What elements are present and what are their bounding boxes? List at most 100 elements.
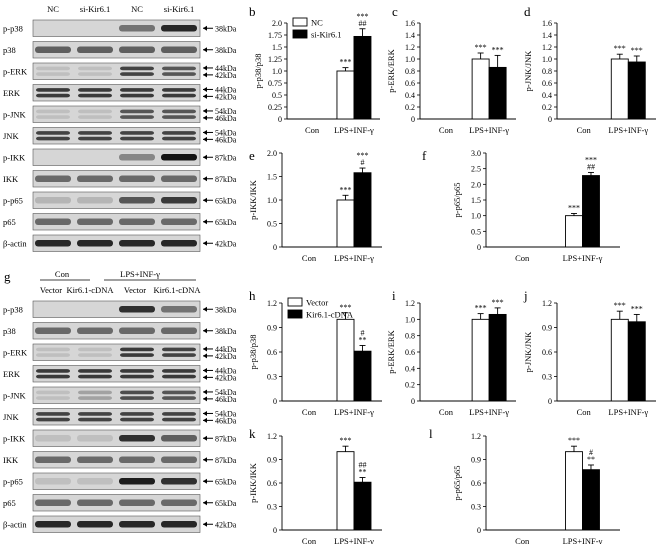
y-tick-label: 0.4 [405, 364, 415, 373]
blot-band [77, 520, 113, 528]
blot-band [119, 175, 155, 183]
y-axis-label: p-ERK/ERK [386, 329, 396, 373]
y-tick-label: 1.2 [405, 299, 415, 308]
significance-label: *** [356, 12, 368, 21]
blot-band [120, 396, 154, 400]
marker-arrowhead [203, 154, 207, 160]
blot-band [35, 175, 71, 183]
kda-marker-label: 87kDa [215, 175, 237, 184]
y-tick-label: 0.5 [272, 91, 282, 100]
bar [582, 469, 600, 531]
y-tick-label: 0.9 [471, 456, 481, 465]
blot-band [161, 24, 197, 32]
significance-label: # [361, 328, 365, 337]
significance-label: *** [568, 436, 580, 445]
kda-marker-label: 54kDa [215, 107, 237, 116]
kda-marker-label: 44kDa [215, 366, 237, 375]
significance-label: # [361, 158, 365, 167]
blot-band [161, 239, 197, 247]
blot-band [161, 499, 197, 507]
blot-band [120, 374, 154, 379]
x-category-label: LPS+INF-γ [469, 407, 509, 417]
kda-marker-label: 65kDa [215, 196, 237, 205]
y-tick-label: 1.5 [267, 173, 277, 182]
blot-strip [32, 213, 201, 231]
bar [336, 318, 355, 402]
blot-band [161, 477, 197, 485]
western-blot-panel-g: g Con LPS+INF-γ Vector Kir6.1-cDNA Vector Kir6… [3, 269, 237, 533]
y-tick-label: 1.0 [272, 67, 282, 76]
blot-band [35, 456, 71, 464]
kda-marker-label: 42kDa [215, 373, 237, 382]
blot-band [36, 347, 70, 352]
marker-arrowhead [203, 328, 207, 334]
significance-label: *** [339, 58, 351, 67]
chart-j: j 0 0.3 0.6 0.9 1.2 p-JNK/JNK Con LPS+INF-γ *** **… [523, 288, 656, 417]
y-tick-label: 1.6 [405, 19, 415, 28]
bar [353, 35, 372, 120]
marker-arrowhead [203, 374, 207, 380]
y-tick-label: 2.0 [272, 19, 282, 28]
blot-band [119, 520, 155, 528]
marker-arrowhead [203, 435, 207, 441]
blot-label: p-p65 [3, 195, 23, 205]
blot-strip [32, 408, 201, 426]
lane-label: NC [131, 4, 143, 14]
blot-label: β-actin [3, 238, 27, 248]
blot-band [36, 417, 70, 422]
kda-marker-label: 38kDa [215, 327, 237, 336]
blot-band [120, 72, 154, 76]
blot-band [120, 115, 154, 119]
panel-label: j [523, 288, 528, 303]
x-category-label: Con [515, 536, 530, 544]
blot-band [161, 175, 197, 183]
marker-arrowhead [203, 72, 207, 78]
blot-band [36, 66, 70, 71]
blot-band [35, 520, 71, 528]
blot-label: p-IKK [3, 152, 26, 162]
blot-band [162, 390, 196, 395]
blot-label: β-actin [3, 519, 27, 529]
panel-label: d [524, 4, 531, 19]
significance-label: *** [614, 44, 626, 53]
marker-arrowhead [203, 176, 207, 182]
blot-label: ERK [3, 88, 21, 98]
blot-band [77, 239, 113, 247]
kda-marker-label: 42kDa [215, 352, 237, 361]
blot-strip [32, 62, 201, 80]
kda-marker-label: 65kDa [215, 499, 237, 508]
blot-band [119, 456, 155, 464]
x-category-label: Con [577, 125, 592, 135]
blot-band [161, 456, 197, 464]
blot-band [78, 88, 112, 92]
x-category-label: LPS+INF-γ [563, 536, 603, 544]
bar [488, 313, 507, 402]
blot-band [78, 66, 112, 71]
y-tick-label: 1.75 [268, 31, 282, 40]
y-axis-label: p-IKK/IKK [248, 462, 258, 503]
blot-band [119, 434, 155, 442]
x-category-label: LPS+INF-γ [608, 407, 648, 417]
blot-label: p-JNK [3, 390, 27, 400]
y-tick-label: 1.4 [542, 31, 552, 40]
blot-band [36, 353, 70, 357]
blot-strip [32, 429, 201, 447]
kda-marker-label: 42kDa [215, 520, 237, 529]
blot-band [78, 115, 112, 119]
marker-arrowhead [203, 136, 207, 142]
y-tick-label: 1.0 [542, 55, 552, 64]
y-tick-label: 0.2 [542, 103, 552, 112]
legend-swatch [287, 297, 303, 307]
blot-band [35, 327, 71, 335]
y-tick-label: 2.0 [471, 180, 481, 189]
significance-label: *** [631, 46, 643, 55]
blot-strip [32, 322, 201, 340]
blot-band [162, 93, 196, 98]
blot-band [78, 93, 112, 98]
blot-band [78, 347, 112, 352]
marker-arrowhead [203, 417, 207, 423]
y-tick-label: 1.2 [267, 299, 277, 308]
blot-band [36, 136, 70, 141]
kda-marker-label: 44kDa [215, 64, 237, 73]
blot-band [161, 305, 197, 313]
